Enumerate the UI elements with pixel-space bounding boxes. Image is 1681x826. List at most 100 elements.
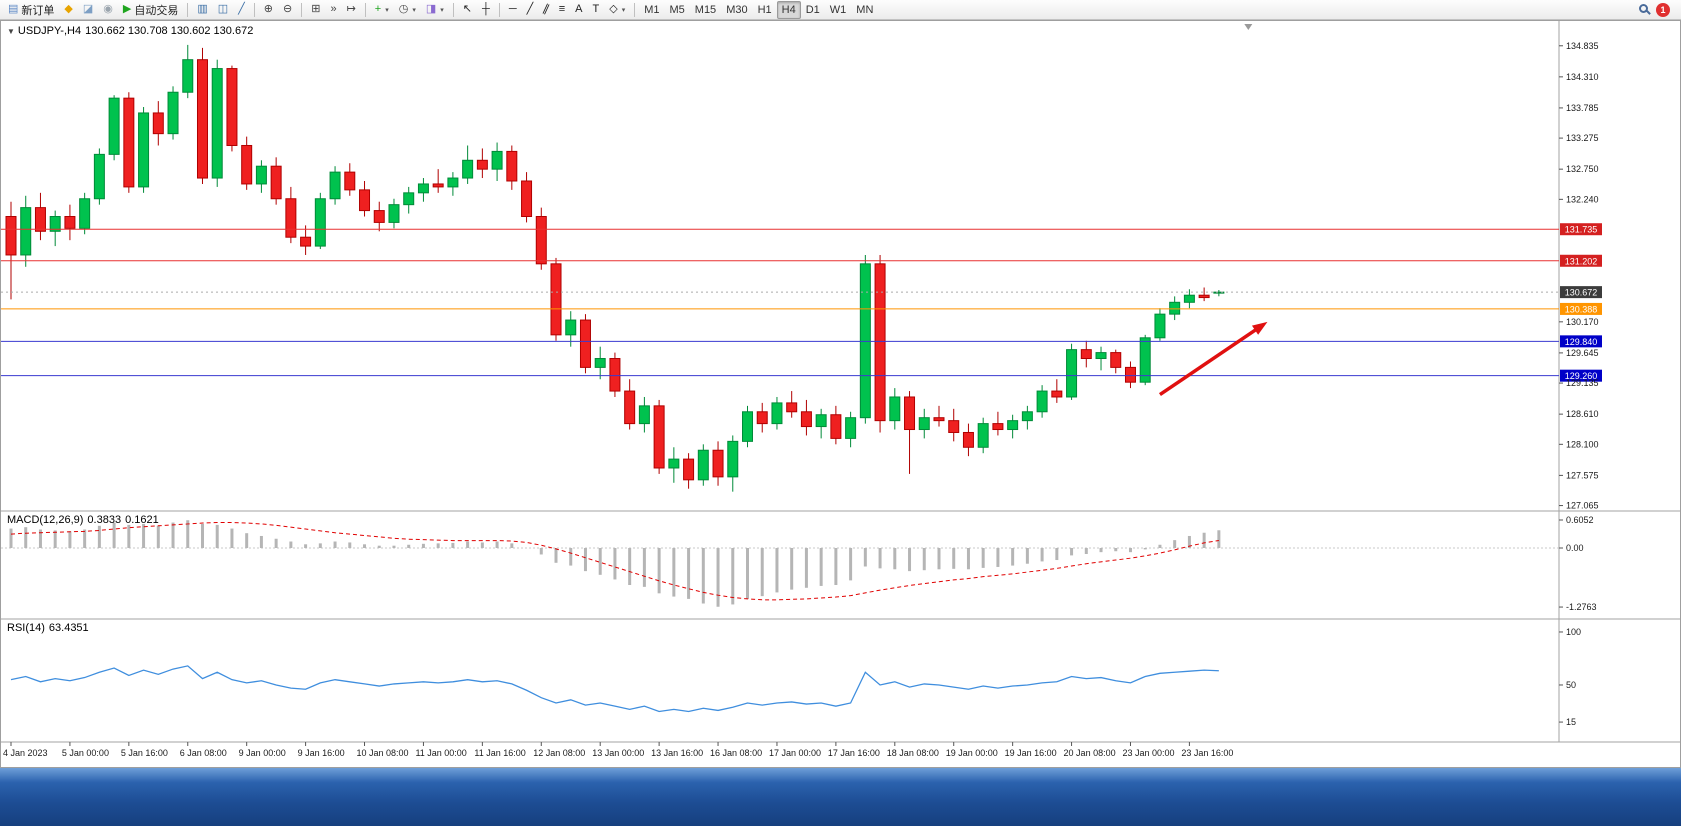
svg-text:133.275: 133.275: [1566, 133, 1599, 143]
text-icon: A: [575, 3, 583, 15]
chevron-down-icon: ▾: [440, 6, 444, 14]
trend-arrow-annotation[interactable]: [1158, 321, 1268, 397]
svg-text:132.240: 132.240: [1566, 194, 1599, 204]
svg-text:9 Jan 16:00: 9 Jan 16:00: [298, 748, 345, 758]
svg-text:15: 15: [1566, 717, 1576, 727]
chart-canvas[interactable]: 131.735 131.202 130.672 130.388 129.840 129.2…: [1, 21, 1680, 767]
chart-shift-marker[interactable]: [1244, 24, 1253, 30]
text-label-icon: T: [592, 3, 600, 15]
svg-text:132.750: 132.750: [1566, 164, 1599, 174]
channel-button[interactable]: ∥: [538, 1, 554, 19]
chevron-down-icon: ▾: [621, 6, 626, 14]
svg-text:127.065: 127.065: [1566, 501, 1599, 511]
autotrading-button[interactable]: ▶ 自动交易: [118, 1, 183, 19]
trendline-button[interactable]: ╱: [522, 1, 539, 19]
profile-icon: ◪: [82, 3, 94, 15]
candles[interactable]: [5, 44, 1225, 492]
community-button[interactable]: ◉: [98, 1, 118, 19]
zoom-in-button[interactable]: ⊕: [259, 1, 278, 19]
autotrade-play-icon: ▶: [122, 3, 132, 15]
svg-text:130.388: 130.388: [1565, 304, 1598, 314]
timeframe-m30-button[interactable]: M30: [721, 1, 752, 19]
svg-text:134.835: 134.835: [1566, 41, 1599, 51]
svg-text:130.170: 130.170: [1566, 317, 1599, 327]
svg-text:129.840: 129.840: [1565, 337, 1598, 347]
svg-text:19 Jan 16:00: 19 Jan 16:00: [1005, 748, 1057, 758]
timeframe-m5-button-label: M5: [669, 3, 685, 16]
timeframe-mn-button[interactable]: MN: [851, 1, 878, 19]
svg-text:16 Jan 08:00: 16 Jan 08:00: [710, 748, 762, 758]
svg-text:134.310: 134.310: [1566, 72, 1599, 82]
macd-value: 0.3833: [87, 514, 122, 526]
market-icon: ◆: [64, 3, 73, 15]
svg-text:19 Jan 00:00: 19 Jan 00:00: [946, 748, 998, 758]
timeframe-m5-button[interactable]: M5: [665, 1, 690, 19]
svg-text:0.00: 0.00: [1566, 543, 1584, 553]
macd-histogram[interactable]: [9, 520, 1221, 607]
timeframe-h4-button[interactable]: H4: [776, 0, 801, 19]
zoom-out-button[interactable]: ⊖: [278, 1, 297, 19]
svg-text:5 Jan 16:00: 5 Jan 16:00: [121, 748, 168, 758]
svg-text:-1.2763: -1.2763: [1566, 602, 1597, 612]
candle-chart-button[interactable]: ◫: [213, 1, 233, 19]
timeframe-w1-button[interactable]: W1: [825, 1, 852, 19]
bar-chart-icon: ▥: [197, 3, 208, 15]
arrows-button[interactable]: ◇ ▾: [604, 1, 630, 19]
macd-signal-line[interactable]: [10, 522, 1219, 601]
collapse-icon[interactable]: ▼: [7, 27, 15, 36]
symbol-period-label: USDJPY-,H4: [17, 25, 82, 37]
timeframe-m15-button[interactable]: M15: [690, 1, 721, 19]
toolbar-separator: [634, 2, 636, 17]
rsi-line[interactable]: [10, 665, 1219, 713]
svg-text:0.6052: 0.6052: [1566, 515, 1594, 525]
text-button[interactable]: A: [570, 1, 587, 19]
mql5-market-button[interactable]: ◆: [59, 1, 77, 19]
line-chart-button[interactable]: ╱: [233, 1, 250, 19]
cursor-icon: ↖: [462, 3, 473, 15]
tile-windows-button[interactable]: ⊞: [306, 1, 325, 19]
macd-axis[interactable]: 0.6052 0.00 -1.2763: [1559, 515, 1597, 612]
auto-scroll-icon: »: [330, 3, 337, 15]
timeframe-w1-button-label: W1: [829, 3, 847, 16]
horizontal-line-button[interactable]: ─: [504, 1, 522, 19]
timeframe-h1-button[interactable]: H1: [753, 1, 777, 19]
svg-text:11 Jan 00:00: 11 Jan 00:00: [415, 748, 466, 758]
svg-text:131.202: 131.202: [1565, 256, 1598, 266]
crosshair-button[interactable]: ┼: [477, 1, 495, 19]
add-indicator-icon: +: [374, 3, 382, 15]
rsi-pane-title: RSI(14) 63.4351: [7, 622, 93, 634]
cursor-button[interactable]: ↖: [458, 1, 477, 19]
template-icon: ◨: [425, 3, 437, 15]
auto-scroll-button[interactable]: »: [325, 1, 341, 19]
periods-button[interactable]: ◷ ▾: [394, 1, 421, 19]
rsi-axis[interactable]: 100 50 15: [1559, 627, 1581, 727]
autotrading-button-label: 自动交易: [134, 4, 179, 17]
horizontal-line-icon: ─: [508, 3, 517, 15]
timeframe-mn-button-label: MN: [856, 3, 874, 16]
new-order-button-label: 新订单: [21, 4, 55, 17]
notifications-badge[interactable]: 1: [1656, 2, 1670, 17]
svg-text:12 Jan 08:00: 12 Jan 08:00: [533, 748, 585, 758]
fibonacci-icon: ≡: [558, 3, 566, 15]
bar-chart-button[interactable]: ▥: [192, 1, 212, 19]
timeframe-d1-button[interactable]: D1: [801, 1, 825, 19]
macd-indicator-label: MACD(12,26,9): [7, 514, 84, 526]
price-axis[interactable]: 134.835 134.310 133.785 133.275 132.750 132.2…: [1559, 41, 1599, 511]
profile-button[interactable]: ◪: [78, 1, 98, 19]
text-label-button[interactable]: T: [588, 1, 605, 19]
macd-pane-title: MACD(12,26,9) 0.3833 0.1621: [7, 514, 163, 526]
svg-text:129.260: 129.260: [1565, 371, 1598, 381]
indicators-button[interactable]: + ▾: [370, 1, 394, 19]
svg-text:11 Jan 16:00: 11 Jan 16:00: [474, 748, 525, 758]
fibonacci-button[interactable]: ≡: [554, 1, 570, 19]
search-button[interactable]: [1639, 3, 1648, 16]
search-icon: [1639, 3, 1648, 13]
svg-text:18 Jan 08:00: 18 Jan 08:00: [887, 748, 939, 758]
timeframe-m1-button[interactable]: M1: [639, 1, 664, 19]
chart-shift-button[interactable]: ↦: [342, 1, 361, 19]
new-order-button[interactable]: ▤ 新订单: [3, 1, 59, 19]
svg-text:5 Jan 00:00: 5 Jan 00:00: [62, 748, 109, 758]
toolbar-separator: [187, 2, 189, 17]
templates-button[interactable]: ◨ ▾: [421, 1, 449, 19]
time-axis[interactable]: 4 Jan 2023 5 Jan 00:00 5 Jan 16:00 6 Jan 08…: [3, 742, 1233, 758]
